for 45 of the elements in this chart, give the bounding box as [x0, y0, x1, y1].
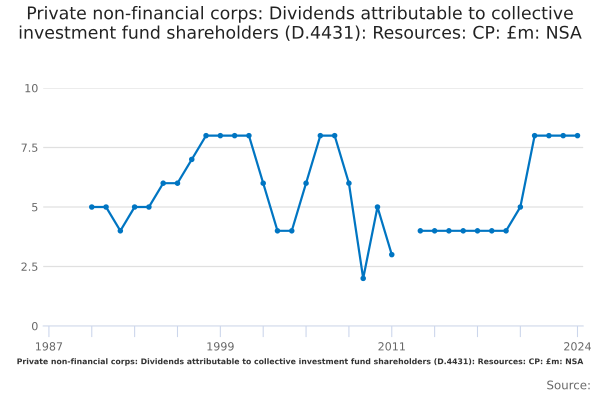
x-tick-label: 2011	[378, 342, 405, 351]
point	[288, 228, 295, 234]
point	[246, 132, 252, 138]
point	[203, 132, 209, 138]
point	[546, 132, 552, 138]
point	[346, 180, 352, 186]
point	[218, 132, 224, 138]
x-tick-label: 2024	[564, 342, 591, 351]
point	[188, 156, 195, 162]
x-tick-label: 1999	[207, 342, 234, 351]
point	[318, 132, 324, 138]
point	[260, 180, 266, 186]
point	[118, 228, 124, 234]
y-tick-label: 5	[32, 203, 38, 212]
point	[446, 228, 452, 234]
point	[360, 276, 366, 282]
point	[418, 228, 424, 234]
point	[303, 180, 309, 186]
y-tick-label: 10	[25, 84, 38, 92]
point	[332, 132, 338, 138]
chart-title: Private non-financial corps: Dividends attributable to collective investment fund shareholders (D.4431): Resources: CP: £m: NSA	[20, 6, 582, 41]
point	[388, 252, 395, 258]
point	[88, 204, 95, 210]
point	[146, 204, 152, 210]
point	[518, 204, 524, 210]
point	[503, 228, 509, 234]
point	[460, 228, 466, 234]
point	[560, 132, 566, 138]
y-tick-label: 2.5	[21, 262, 38, 271]
point	[532, 132, 538, 138]
x-tick-label: 1987	[36, 342, 62, 351]
point	[103, 204, 109, 210]
point	[232, 132, 238, 138]
point	[432, 228, 438, 234]
point	[574, 132, 580, 138]
y-tick-label: 7.5	[22, 144, 38, 152]
point	[174, 180, 180, 186]
source-note: Source:	[547, 380, 590, 390]
point	[488, 228, 495, 234]
point	[132, 204, 138, 210]
y-tick-label: 0	[32, 322, 38, 330]
point	[160, 180, 166, 186]
point	[274, 228, 280, 234]
point	[474, 228, 480, 234]
point	[374, 204, 380, 210]
